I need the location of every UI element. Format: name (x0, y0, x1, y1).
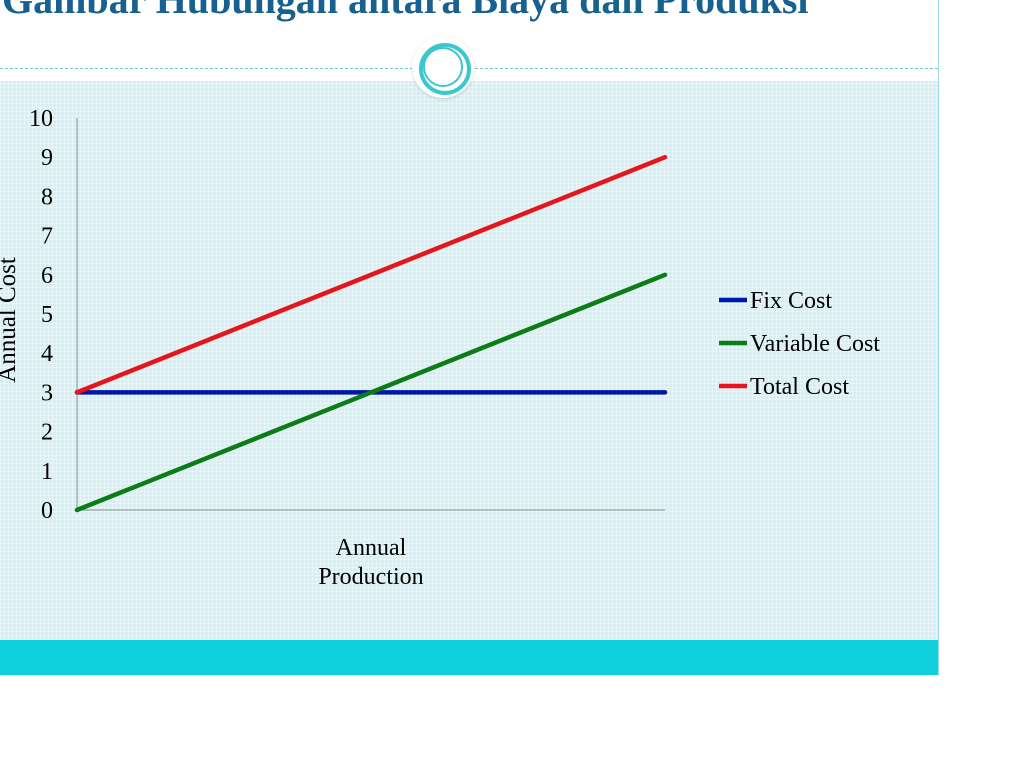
legend-label: Variable Cost (750, 331, 880, 357)
y-axis-title: Annual Cost (0, 257, 21, 383)
y-tick-label: 1 (41, 459, 53, 485)
x-axis-title-line: Production (318, 564, 423, 590)
x-axis-title: Annual Production (318, 535, 423, 590)
y-tick-label: 9 (41, 145, 53, 171)
series-line-total-cost (74, 154, 668, 395)
y-tick-label: 4 (41, 341, 53, 367)
ornament-inner-ring (423, 47, 463, 87)
slide: Gambar Hubungan antara Biaya dan Produks… (0, 0, 939, 676)
x-axis-title-line: Annual (336, 535, 407, 561)
y-tick-label: 7 (41, 224, 53, 250)
circle-ornament-icon (412, 36, 474, 98)
y-tick-label: 2 (41, 420, 53, 446)
y-tick-label: 3 (41, 380, 53, 406)
series-lines (74, 154, 668, 513)
ornament-outer-ring (419, 43, 471, 95)
series-line-variable-cost (74, 272, 668, 513)
footer-band (0, 640, 938, 675)
legend-label: Total Cost (750, 374, 849, 400)
y-tick-label: 5 (41, 302, 53, 328)
slide-title: Gambar Hubungan antara Biaya dan Produks… (2, 0, 809, 23)
y-tick-labels: 0 1 2 3 4 5 6 7 8 9 10 (29, 106, 53, 524)
legend: Fix Cost Variable Cost Total Cost (719, 288, 880, 400)
y-tick-label: 8 (41, 184, 53, 210)
y-tick-label: 6 (41, 263, 53, 289)
cost-production-chart: 0 1 2 3 4 5 6 7 8 9 10 Annual Cost Annual Productio… (0, 106, 880, 590)
legend-label: Fix Cost (750, 288, 832, 314)
y-tick-label: 10 (29, 106, 53, 132)
y-tick-label: 0 (41, 498, 53, 524)
